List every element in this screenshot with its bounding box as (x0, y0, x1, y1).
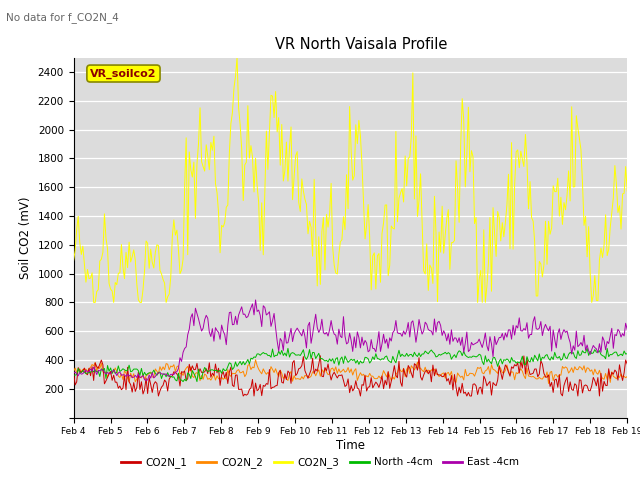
Y-axis label: Soil CO2 (mV): Soil CO2 (mV) (19, 196, 32, 279)
Legend: CO2N_1, CO2N_2, CO2N_3, North -4cm, East -4cm: CO2N_1, CO2N_2, CO2N_3, North -4cm, East… (117, 453, 523, 472)
Text: No data for f_CO2N_4: No data for f_CO2N_4 (6, 12, 119, 23)
X-axis label: Time: Time (336, 439, 365, 452)
Text: VR_soilco2: VR_soilco2 (90, 68, 157, 79)
Title: VR North Vaisala Profile: VR North Vaisala Profile (275, 37, 447, 52)
